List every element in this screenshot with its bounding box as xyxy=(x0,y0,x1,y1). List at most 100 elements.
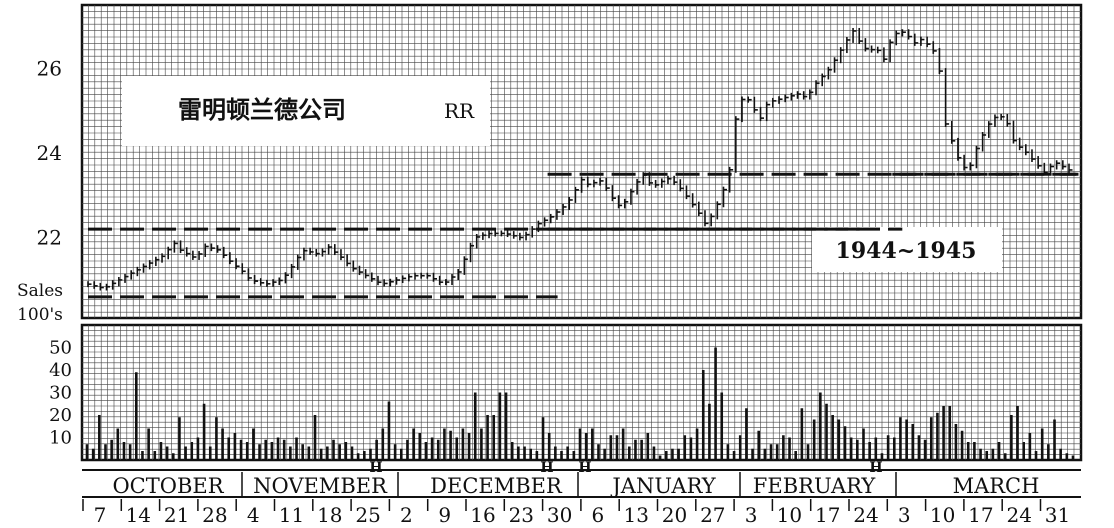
volume-bar xyxy=(326,446,329,460)
week-label: 14 xyxy=(126,503,151,527)
volume-bar xyxy=(701,370,705,460)
volume-bar xyxy=(104,444,107,460)
week-label: 28 xyxy=(202,503,227,527)
volume-bar xyxy=(652,446,656,460)
volume-bar xyxy=(1003,453,1007,460)
chart-tag: RR xyxy=(444,99,475,123)
volume-bar xyxy=(745,408,748,460)
volume-bar xyxy=(424,442,428,460)
volume-bar xyxy=(141,451,144,460)
volume-bar xyxy=(85,444,89,460)
week-label: 3 xyxy=(745,503,758,527)
week-label: 2 xyxy=(400,503,413,527)
volume-bar xyxy=(954,424,958,460)
volume-bar xyxy=(948,406,952,460)
price-tick-label: 24 xyxy=(37,141,62,165)
volume-bar xyxy=(110,439,113,460)
price-tick-label: 22 xyxy=(37,226,62,250)
week-label: 24 xyxy=(1006,503,1031,527)
volume-bar xyxy=(135,372,138,460)
volume-bar xyxy=(991,448,995,460)
volume-bar xyxy=(307,446,311,460)
chart-title: 雷明顿兰德公司 xyxy=(178,96,346,124)
volume-bar xyxy=(363,451,366,460)
week-label: 10 xyxy=(930,503,955,527)
volume-bar xyxy=(566,446,569,460)
week-label: 9 xyxy=(438,503,451,527)
volume-bar xyxy=(584,433,588,460)
volume-bar xyxy=(640,439,643,460)
volume-bar xyxy=(960,430,964,460)
week-label: 31 xyxy=(1045,503,1070,527)
volume-bar xyxy=(350,446,354,460)
volume-bar xyxy=(1010,415,1013,460)
volume-bar xyxy=(1053,419,1056,460)
volume-bar xyxy=(917,435,921,460)
volume-bar xyxy=(332,439,335,460)
volume-bar xyxy=(603,448,606,460)
volume-bar xyxy=(190,442,194,460)
volume-bar xyxy=(486,415,489,460)
volume-bar xyxy=(215,417,218,460)
volume-bar xyxy=(473,392,477,460)
holiday-marker: H xyxy=(578,460,591,476)
volume-bar xyxy=(202,403,206,460)
week-label: 21 xyxy=(164,503,189,527)
volume-bar xyxy=(628,446,631,460)
volume-bar xyxy=(301,444,304,460)
reference-lines xyxy=(88,172,1079,299)
volume-bar xyxy=(899,417,902,460)
volume-series xyxy=(85,347,1075,460)
volume-bar xyxy=(541,417,545,460)
volume-bar xyxy=(868,442,871,460)
volume-bar xyxy=(492,415,496,460)
volume-bar xyxy=(184,446,187,460)
volume-bar xyxy=(147,428,150,460)
volume-bar xyxy=(905,419,908,460)
week-label: 24 xyxy=(853,503,878,527)
volume-bar xyxy=(591,428,594,460)
month-label: OCTOBER xyxy=(112,474,224,498)
volume-bar xyxy=(122,442,126,460)
volume-bar xyxy=(812,419,816,460)
volume-bar xyxy=(763,448,767,460)
volume-bar xyxy=(757,430,761,460)
volume-bar xyxy=(751,448,754,460)
volume-bar xyxy=(387,401,391,460)
holiday-marker: H xyxy=(369,460,382,476)
week-label: 3 xyxy=(898,503,911,527)
volume-bar xyxy=(1047,444,1050,460)
volume-bar xyxy=(825,403,828,460)
month-label: NOVEMBER xyxy=(253,474,388,498)
volume-bar xyxy=(831,415,834,460)
volume-bar xyxy=(708,403,711,460)
volume-bar xyxy=(572,451,576,460)
volume-bar xyxy=(289,446,292,460)
price-series xyxy=(87,27,1073,291)
volume-bar xyxy=(313,415,317,460)
volume-grid xyxy=(80,323,1083,462)
volume-bar xyxy=(1040,428,1044,460)
volume-bar xyxy=(560,451,563,460)
volume-bar xyxy=(843,426,847,460)
volume-bar xyxy=(245,442,249,460)
volume-bar xyxy=(369,448,372,460)
volume-bar xyxy=(634,439,637,460)
volume-tick-label: 50 xyxy=(49,338,72,359)
volume-bar xyxy=(720,392,724,460)
volume-tick-label: 30 xyxy=(49,383,72,404)
volume-bar xyxy=(800,408,804,460)
week-label: 10 xyxy=(777,503,802,527)
volume-bar xyxy=(794,451,797,460)
volume-bar xyxy=(597,444,600,460)
volume-bar xyxy=(874,437,878,460)
volume-bar xyxy=(732,451,736,460)
volume-bar xyxy=(837,419,841,460)
holiday-marker: H xyxy=(540,460,553,476)
volume-bar xyxy=(295,437,298,460)
price-y-axis: 22 24 26 xyxy=(37,56,62,249)
week-label: 7 xyxy=(94,503,107,527)
volume-bar xyxy=(646,433,650,460)
volume-bar xyxy=(1034,451,1038,460)
